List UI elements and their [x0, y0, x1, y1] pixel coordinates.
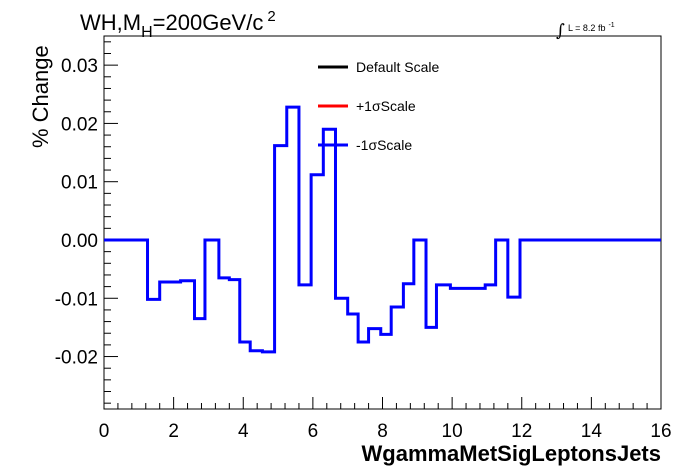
y-tick-label: 0.01 — [61, 173, 98, 194]
y-tick-label: 0.00 — [61, 231, 98, 252]
y-axis-title: % Change — [28, 45, 53, 148]
series-group — [104, 105, 661, 354]
lumi-superscript: -1 — [608, 22, 614, 29]
x-tick-label: 14 — [581, 421, 603, 442]
x-tick-label: 4 — [238, 421, 249, 442]
legend-label: +1σScale — [356, 98, 416, 114]
chart-title-subscript: H — [141, 24, 153, 41]
x-tick-label: 2 — [168, 421, 179, 442]
chart-title: WH,MH=200GeV/c 2 — [80, 8, 276, 41]
y-tick-label: 0.03 — [61, 56, 98, 77]
x-tick-label: 6 — [308, 421, 319, 442]
y-tick-label: -0.02 — [55, 348, 98, 369]
lumi-integral-icon: ∫ — [556, 21, 565, 41]
lumi-label: L = 8.2 fb -1 — [568, 22, 615, 33]
legend-label: -1σScale — [356, 137, 412, 153]
x-axis-title: WgammaMetSigLeptonsJets — [362, 441, 662, 466]
y-tick-label: -0.01 — [55, 289, 98, 310]
x-tick-label: 8 — [377, 421, 388, 442]
legend-label: Default Scale — [356, 59, 439, 75]
x-tick-label: 0 — [99, 421, 110, 442]
x-tick-label: 12 — [511, 421, 532, 442]
x-tick-label: 10 — [442, 421, 463, 442]
plot-frame — [103, 35, 662, 410]
series-line — [104, 105, 661, 354]
chart-title-superscript: 2 — [267, 8, 275, 25]
axes: 0 2 4 6 8 10 12 14 16 -0.02 -0.01 0.00 0.01 0.02 0.03 — [55, 41, 672, 442]
y-tick-label: 0.02 — [61, 114, 98, 135]
legend: Default Scale +1σScale -1σScale — [318, 59, 439, 153]
x-tick-label: 16 — [650, 421, 671, 442]
